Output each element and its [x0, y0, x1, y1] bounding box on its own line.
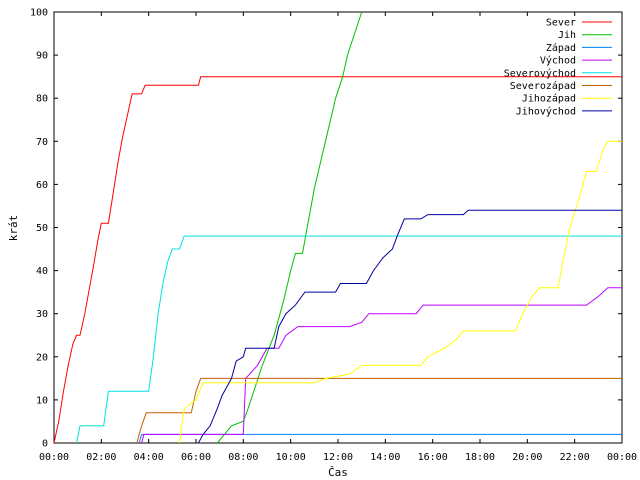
- y-tick-label: 30: [36, 309, 48, 320]
- legend-label: Jihozápad: [522, 93, 576, 105]
- y-tick-label: 90: [36, 51, 48, 62]
- x-tick-label: 00:00: [607, 452, 637, 463]
- y-tick-label: 80: [36, 94, 48, 105]
- y-tick-label: 20: [36, 352, 48, 363]
- x-tick-label: 00:00: [39, 452, 69, 463]
- tick-marks: 00:00 02:00 04:00 06:00 08:00 10:00 12:00 14:00…: [30, 8, 637, 464]
- y-tick-label: 60: [36, 180, 48, 191]
- y-tick-label: 40: [36, 266, 48, 277]
- legend-label: Severovýchod: [504, 67, 576, 79]
- series-layer: [53, 11, 622, 444]
- y-axis-label: krát: [7, 215, 20, 242]
- series-line-2: [216, 11, 363, 444]
- series-line-5: [76, 235, 622, 444]
- x-tick-label: 04:00: [134, 452, 164, 463]
- x-tick-label: 18:00: [465, 452, 495, 463]
- legend-label: Severozápad: [510, 80, 576, 92]
- legend-label: Jih: [558, 30, 576, 41]
- legend-label: Západ: [546, 42, 576, 54]
- y-tick-label: 0: [42, 439, 48, 450]
- series-line-7: [178, 140, 622, 444]
- x-tick-label: 02:00: [86, 452, 116, 463]
- x-tick-label: 08:00: [228, 452, 258, 463]
- x-tick-label: 06:00: [181, 452, 211, 463]
- series-line-1: [53, 76, 622, 444]
- x-axis-label: Čas: [328, 466, 348, 479]
- x-tick-label: 20:00: [512, 452, 542, 463]
- y-tick-label: 100: [30, 8, 48, 19]
- x-tick-label: 10:00: [276, 452, 306, 463]
- series-line-6: [136, 377, 622, 444]
- series-line-8: [197, 209, 622, 444]
- legend: SeverJihZápadVýchodSeverovýchodSeverozáp…: [504, 18, 612, 117]
- series-line-4: [141, 287, 622, 444]
- legend-label: Východ: [540, 55, 576, 67]
- series-line-3: [138, 433, 622, 444]
- y-tick-label: 50: [36, 223, 48, 234]
- x-tick-label: 22:00: [560, 452, 590, 463]
- y-tick-label: 70: [36, 137, 48, 148]
- y-tick-label: 10: [36, 395, 48, 406]
- x-tick-label: 14:00: [370, 452, 400, 463]
- legend-label: Sever: [546, 18, 576, 29]
- legend-label: Jihovýchod: [516, 105, 576, 117]
- x-tick-label: 12:00: [323, 452, 353, 463]
- x-tick-label: 16:00: [418, 452, 448, 463]
